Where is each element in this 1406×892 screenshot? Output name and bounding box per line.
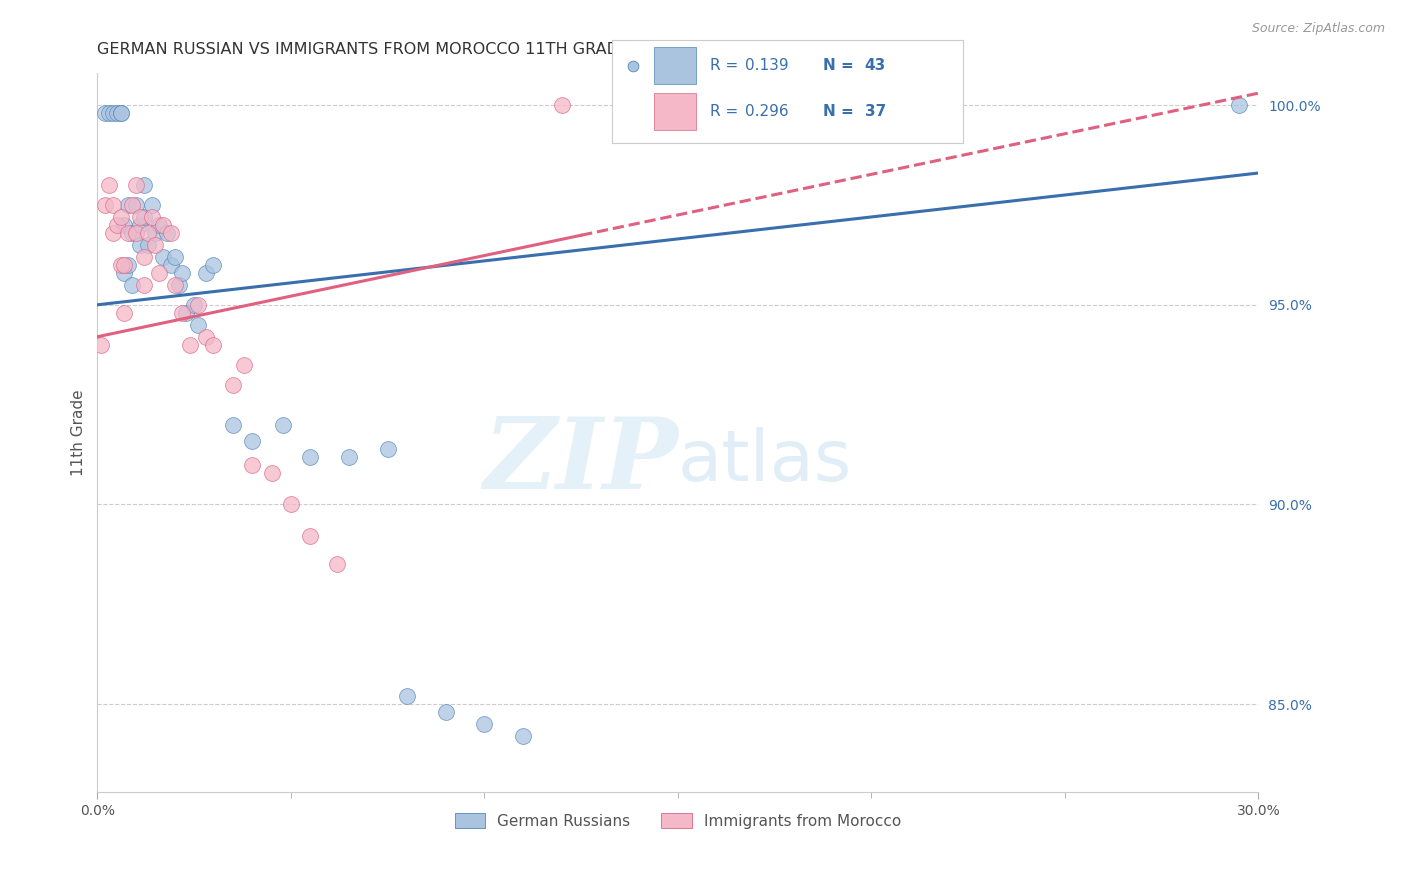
Text: 0.296: 0.296 <box>745 104 789 120</box>
Point <box>148 266 170 280</box>
Point <box>152 218 174 232</box>
Point <box>326 558 349 572</box>
Point <box>97 178 120 192</box>
Point <box>621 59 644 73</box>
Point <box>132 210 155 224</box>
Text: N =: N = <box>823 58 853 73</box>
Point <box>117 198 139 212</box>
Point <box>121 277 143 292</box>
Point <box>202 258 225 272</box>
Point <box>117 226 139 240</box>
Legend: German Russians, Immigrants from Morocco: German Russians, Immigrants from Morocco <box>449 806 907 835</box>
Point <box>172 306 194 320</box>
Point <box>377 442 399 456</box>
Text: GERMAN RUSSIAN VS IMMIGRANTS FROM MOROCCO 11TH GRADE CORRELATION CHART: GERMAN RUSSIAN VS IMMIGRANTS FROM MOROCC… <box>97 42 808 57</box>
Text: Source: ZipAtlas.com: Source: ZipAtlas.com <box>1251 22 1385 36</box>
Point <box>97 106 120 120</box>
Text: ZIP: ZIP <box>482 413 678 509</box>
Point <box>145 226 167 240</box>
Y-axis label: 11th Grade: 11th Grade <box>72 389 86 476</box>
Point <box>110 258 132 272</box>
Point <box>194 266 217 280</box>
Point <box>472 717 495 731</box>
Point <box>121 198 143 212</box>
Point <box>136 238 159 252</box>
Point <box>110 106 132 120</box>
Point <box>280 498 302 512</box>
Point <box>129 210 152 224</box>
Point <box>114 306 136 320</box>
Point <box>132 250 155 264</box>
Point <box>240 458 263 472</box>
Text: 37: 37 <box>865 104 886 120</box>
Text: atlas: atlas <box>678 427 852 496</box>
Point <box>167 277 190 292</box>
Point <box>101 106 124 120</box>
Text: N =: N = <box>823 104 853 120</box>
Point <box>156 226 179 240</box>
Text: 43: 43 <box>865 58 886 73</box>
Point <box>117 258 139 272</box>
Point <box>141 210 163 224</box>
Text: 0.139: 0.139 <box>745 58 789 73</box>
Point <box>105 106 128 120</box>
Point <box>194 330 217 344</box>
Point <box>114 258 136 272</box>
Point <box>395 689 418 703</box>
Point <box>114 218 136 232</box>
Point <box>94 106 117 120</box>
Point <box>125 178 148 192</box>
Point <box>260 466 283 480</box>
Point <box>551 98 574 112</box>
Point <box>299 529 322 543</box>
Point <box>160 226 183 240</box>
Point <box>129 238 152 252</box>
Point <box>125 226 148 240</box>
Point <box>183 298 205 312</box>
Point <box>136 226 159 240</box>
Point <box>129 218 152 232</box>
Point <box>101 198 124 212</box>
Point <box>110 106 132 120</box>
Point <box>148 218 170 232</box>
Point <box>271 417 294 432</box>
Text: R =: R = <box>710 104 738 120</box>
Point <box>114 266 136 280</box>
Point <box>90 337 112 351</box>
Point <box>125 198 148 212</box>
Point <box>187 318 209 332</box>
Text: R =: R = <box>710 58 738 73</box>
Point <box>202 337 225 351</box>
Point <box>299 450 322 464</box>
Point <box>1227 98 1250 112</box>
Point <box>105 218 128 232</box>
Point <box>222 417 245 432</box>
Point <box>132 178 155 192</box>
Point <box>132 277 155 292</box>
Bar <box>654 47 696 84</box>
Point <box>233 358 256 372</box>
Point <box>222 377 245 392</box>
Point <box>172 266 194 280</box>
Point <box>512 729 534 743</box>
Point <box>160 258 183 272</box>
Point <box>179 337 201 351</box>
Point <box>145 238 167 252</box>
Point <box>141 198 163 212</box>
Point <box>121 226 143 240</box>
Point <box>110 210 132 224</box>
Point <box>434 705 457 719</box>
Point <box>163 250 186 264</box>
Point <box>163 277 186 292</box>
Point <box>152 250 174 264</box>
Point <box>187 298 209 312</box>
Point <box>240 434 263 448</box>
Point <box>337 450 360 464</box>
Point <box>94 198 117 212</box>
Bar <box>654 94 696 130</box>
Point <box>176 306 198 320</box>
Point <box>101 226 124 240</box>
